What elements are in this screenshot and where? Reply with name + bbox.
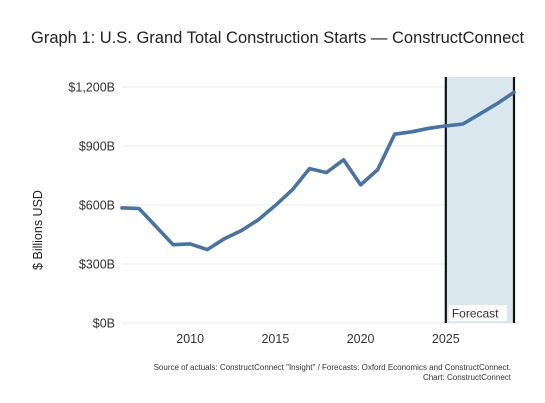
y-tick-label: $1,200B: [68, 81, 115, 95]
data-point: [359, 184, 361, 186]
data-point: [291, 188, 293, 190]
forecast-shade: [445, 77, 514, 323]
data-point: [342, 159, 344, 161]
y-tick-labels: $0B $300B $600B $900B $1,200B: [68, 81, 115, 331]
y-tick-label: $300B: [79, 258, 115, 272]
y-tick-label: $900B: [79, 140, 115, 154]
x-tick-label: 2010: [176, 332, 204, 346]
data-point: [479, 113, 481, 115]
data-point: [189, 243, 191, 245]
data-point: [240, 229, 242, 231]
y-tick-label: $600B: [79, 199, 115, 213]
forecast-label-box: [448, 305, 507, 321]
forecast-region: Forecast: [444, 77, 516, 323]
x-tick-label: 2025: [432, 332, 460, 346]
data-point: [411, 131, 413, 133]
data-point: [308, 167, 310, 169]
data-point: [376, 168, 378, 170]
data-point: [274, 204, 276, 206]
data-point: [257, 219, 259, 221]
data-point: [172, 244, 174, 246]
x-tick-labels: 2010 2015 2020 2025: [176, 332, 460, 346]
x-tick-label: 2020: [347, 332, 375, 346]
source-note: Source of actuals: ConstructConnect "Ins…: [154, 363, 511, 383]
x-tick-label: 2015: [261, 332, 289, 346]
data-point: [155, 225, 157, 227]
data-point: [393, 133, 395, 135]
data-point: [496, 103, 498, 105]
data-point: [206, 248, 208, 250]
data-point: [223, 238, 225, 240]
series-line: [120, 90, 516, 252]
data-point: [325, 171, 327, 173]
series-layer: [120, 90, 516, 252]
data-point: [138, 207, 140, 209]
data-point: [428, 127, 430, 129]
data-point: [462, 123, 464, 125]
source-line-1: Source of actuals: ConstructConnect "Ins…: [153, 363, 511, 372]
source-line-2: Chart: ConstructConnect: [422, 373, 511, 382]
data-point: [445, 125, 447, 127]
y-tick-label: $0B: [93, 317, 115, 331]
chart-title: Graph 1: U.S. Grand Total Construction S…: [31, 29, 525, 47]
data-point: [513, 91, 515, 93]
data-point: [121, 207, 123, 209]
forecast-label: Forecast: [452, 307, 499, 321]
